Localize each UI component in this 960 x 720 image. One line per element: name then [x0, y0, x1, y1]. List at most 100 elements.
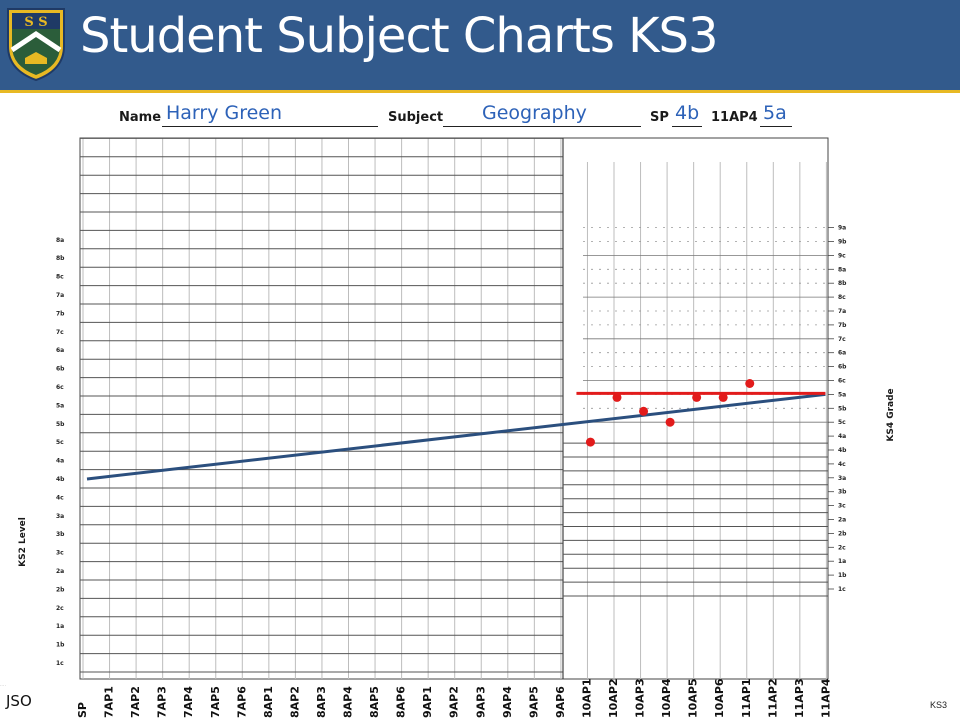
x-axis-label: 7AP4	[182, 686, 195, 718]
data-point	[745, 379, 755, 388]
x-axis-label: 7AP5	[209, 686, 222, 718]
ap-value[interactable]: 5a	[763, 102, 787, 124]
x-axis-label: 11AP3	[793, 678, 806, 718]
x-axis-label: 10AP5	[687, 678, 700, 718]
subject-value[interactable]: Geography	[482, 102, 587, 124]
ks4-grade-label: 9c	[838, 252, 846, 259]
ks2-level-label: 8b	[56, 255, 65, 262]
subject-line	[443, 126, 641, 127]
chart-frame	[79, 137, 829, 680]
x-axis-label: 11AP2	[766, 678, 779, 718]
ks4-grade-label: 4a	[838, 433, 846, 440]
sp-label: SP	[650, 110, 669, 125]
x-axis-label: 10AP1	[580, 678, 593, 718]
name-value[interactable]: Harry Green	[166, 102, 283, 124]
ks2-level-label: 2b	[56, 586, 65, 593]
x-axis-label: 8AP1	[262, 686, 275, 718]
x-axis-label: 9AP6	[554, 686, 567, 718]
ks4-grade-label: 6c	[838, 378, 846, 385]
chart-grid	[79, 137, 834, 680]
ks2-level-label: 7a	[56, 292, 64, 299]
ks2-level-label: 5b	[56, 421, 65, 428]
expected-progress-line	[86, 392, 826, 481]
ks2-level-label: 1a	[56, 623, 64, 630]
x-axis-label: 7AP6	[235, 686, 248, 718]
ks4-grade-label: 5a	[838, 391, 846, 398]
ks4-grade-label: 9a	[838, 225, 846, 232]
x-axis-label: 9AP5	[527, 686, 540, 718]
ks2-level-label: 5c	[56, 439, 64, 446]
ks2-level-label: 2c	[56, 605, 64, 612]
sp-value[interactable]: 4b	[675, 102, 700, 124]
ks4-grade-label: 6b	[838, 364, 847, 371]
footer-tag: KS3	[930, 700, 948, 710]
ks4-grade-label: 9b	[838, 239, 847, 246]
ks4-grade-label: 2b	[838, 530, 847, 537]
ap-label: 11AP4	[711, 110, 758, 125]
ks2-level-label: 1b	[56, 642, 65, 649]
x-axis-label: 8AP6	[395, 686, 408, 718]
ks2-level-label: 2a	[56, 568, 64, 575]
ks2-level-label: 4c	[56, 494, 64, 501]
ks4-grade-label: 5b	[838, 405, 847, 412]
ks4-grade-label: 7a	[838, 308, 846, 315]
ks4-grade-label: 1a	[838, 558, 846, 565]
ks2-level-label: 6b	[56, 366, 65, 373]
ks2-level-label: 8a	[56, 237, 64, 244]
x-axis-label: 9AP1	[421, 686, 434, 718]
student-info-row: Name Harry Green Subject Geography SP 4b…	[0, 102, 960, 132]
x-axis-label: 8AP2	[288, 686, 301, 718]
ks2-level-label: 4b	[56, 476, 65, 483]
page-title: Student Subject Charts KS3	[80, 8, 719, 64]
x-axis-label: 9AP3	[474, 686, 487, 718]
ks4-grade-label: 8c	[838, 294, 846, 301]
data-points-layer	[585, 379, 755, 447]
ks4-grade-label: 3a	[838, 475, 846, 482]
x-axis-label: 10AP3	[634, 678, 647, 718]
x-axis-label: 7AP2	[129, 686, 142, 718]
data-point	[665, 417, 675, 427]
x-axis-label: 9AP2	[448, 686, 461, 718]
ks4-grade-label: 3c	[838, 503, 846, 510]
x-axis-label: 11AP1	[740, 678, 753, 718]
ks2-level-label: 1c	[56, 660, 64, 667]
ks4-grade-label: 7b	[838, 322, 847, 329]
sp-line	[672, 126, 702, 127]
ks2-level-label: 6c	[56, 384, 64, 391]
x-axis-label: 10AP2	[607, 678, 620, 718]
scan-mark: ··· ·	[0, 683, 7, 688]
axis-labels-layer: 1c 1b 1a 2c 2b 2a 3c 3b 3a 4c 4b 4a 5c 5b 5a 6c 6b 6a 7c 7b…	[56, 225, 847, 718]
ks2-level-label: 3b	[56, 531, 65, 538]
data-point	[718, 392, 728, 402]
ap-line	[760, 126, 792, 127]
ks4-grade-label: 6a	[838, 350, 846, 357]
data-point	[612, 392, 622, 402]
x-axis-label: 7AP1	[103, 686, 116, 718]
ks4-grade-label: 1c	[838, 586, 846, 593]
progress-chart: KS2 Level KS4 Grade 1c 1b 1a 2c 2b 2a 3c 3b 3a 4c…	[18, 137, 896, 718]
x-axis-label: 8AP5	[368, 686, 381, 718]
ks2-level-label: 6a	[56, 347, 64, 354]
x-axis-label: 7AP3	[156, 686, 169, 718]
ks4-grade-label: 5c	[838, 419, 846, 426]
ks2-level-label: 4a	[56, 458, 64, 465]
x-axis-label: 8AP4	[342, 686, 355, 718]
ks4-grade-label: 8a	[838, 266, 846, 273]
x-axis-label: 10AP6	[713, 678, 726, 718]
subject-label: Subject	[388, 110, 444, 125]
left-axis-title: KS2 Level	[18, 517, 28, 567]
ks2-level-label: 3c	[56, 550, 64, 557]
name-label: Name	[119, 110, 162, 125]
right-axis-title: KS4 Grade	[886, 388, 896, 441]
school-crest-logo: S S	[7, 8, 65, 82]
ks4-grade-label: 8b	[838, 280, 847, 287]
data-point	[585, 437, 595, 447]
data-point	[639, 406, 649, 416]
x-axis-label: SP	[76, 702, 89, 718]
x-axis-label: 9AP4	[501, 686, 514, 718]
x-axis-label: 8AP3	[315, 686, 328, 718]
ks2-level-label: 5a	[56, 402, 64, 409]
x-axis-label: 10AP4	[660, 678, 673, 718]
ks4-grade-label: 4b	[838, 447, 847, 454]
trend-line-layer	[86, 391, 826, 481]
